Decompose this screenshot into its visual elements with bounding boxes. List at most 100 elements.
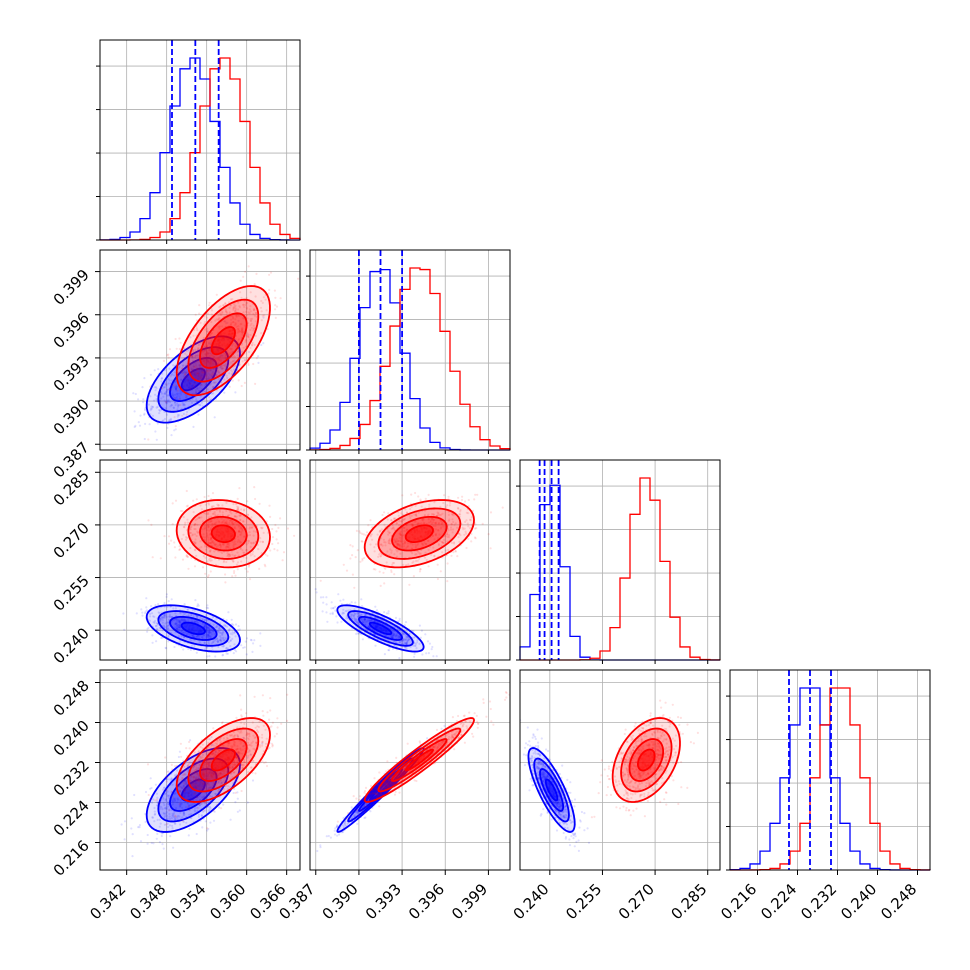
blue-sample-point: [395, 633, 398, 637]
blue-density-fill: [181, 622, 205, 635]
red-sample-point: [210, 559, 213, 562]
red-sample-point: [249, 541, 252, 544]
red-sample-point: [238, 363, 241, 366]
blue-sample-point: [165, 413, 168, 416]
red-sample-point: [196, 523, 199, 526]
red-sample-point: [436, 563, 439, 566]
blue-sample-point: [195, 398, 198, 401]
red-sample-point: [443, 494, 446, 497]
red-sample-point: [239, 518, 242, 521]
red-sample-point: [228, 311, 231, 314]
blue-sample-point: [221, 637, 224, 640]
red-sample-point: [228, 385, 231, 388]
blue-sample-point: [203, 625, 206, 628]
red-sample-point: [236, 354, 239, 357]
red-sample-point: [242, 330, 245, 333]
red-sample-point: [215, 357, 219, 360]
blue-sample-point: [141, 611, 144, 614]
red-sample-point: [206, 312, 210, 315]
red-sample-point: [225, 311, 229, 314]
blue-sample-point: [242, 646, 245, 649]
blue-sample-point: [186, 410, 189, 414]
blue-sample-point: [173, 385, 177, 389]
red-sample-point: [234, 554, 237, 557]
red-sample-point: [173, 416, 176, 419]
red-sample-point: [214, 513, 217, 516]
blue-sample-point: [194, 361, 197, 365]
red-sample-point: [218, 521, 221, 524]
blue-sample-point: [161, 843, 164, 846]
blue-sample-point: [158, 612, 161, 615]
blue-sample-point: [208, 631, 211, 635]
red-sample-point: [222, 304, 225, 307]
blue-sample-point: [183, 370, 186, 373]
red-sample-point: [240, 330, 243, 333]
red-sample-point: [248, 338, 252, 341]
red-sample-point: [210, 506, 213, 509]
blue-sample-point: [122, 612, 125, 615]
red-sample-point: [171, 523, 174, 526]
blue-sample-point: [134, 424, 137, 427]
blue-sample-point: [231, 344, 234, 347]
blue-sample-point: [259, 644, 262, 648]
red-sample-point: [243, 535, 246, 539]
red-sample-point: [242, 346, 245, 349]
red-sample-point: [234, 338, 237, 341]
red-sample-point: [253, 283, 256, 286]
red-sample-point: [196, 329, 199, 332]
red-sample-point: [247, 362, 250, 365]
red-sample-point: [271, 721, 274, 724]
blue-sample-point: [212, 630, 215, 633]
red-sample-point: [206, 560, 209, 563]
blue-sample-point: [201, 826, 204, 829]
red-sample-point: [166, 354, 169, 357]
red-sample-point: [186, 518, 189, 521]
red-sample-point: [240, 343, 243, 346]
blue-sample-point: [155, 438, 158, 441]
red-sample-point: [247, 363, 250, 366]
red-sample-point: [245, 556, 248, 560]
red-sample-point: [206, 512, 209, 516]
blue-sample-point: [209, 369, 212, 372]
red-sample-point: [214, 319, 217, 322]
red-sample-point: [234, 322, 237, 325]
red-sample-point: [180, 537, 183, 541]
blue-sample-point: [404, 642, 407, 645]
blue-sample-point: [406, 640, 409, 644]
blue-sample-point: [204, 623, 207, 626]
red-sample-point: [460, 498, 464, 502]
blue-sample-point: [134, 392, 137, 396]
red-sample-point: [359, 560, 362, 563]
blue-sample-point: [156, 627, 159, 630]
red-sample-point: [475, 527, 478, 530]
blue-sample-point: [167, 640, 170, 643]
red-sample-point: [189, 387, 192, 390]
blue-sample-point: [146, 627, 149, 630]
blue-sample-point: [158, 409, 161, 412]
red-sample-point: [181, 371, 184, 374]
red-sample-point: [227, 546, 230, 549]
red-sample-point: [223, 521, 226, 524]
red-sample-point: [260, 527, 263, 530]
blue-sample-point: [257, 361, 260, 364]
panel-frame: [309, 249, 511, 451]
red-sample-point: [209, 549, 212, 552]
blue-sample-point: [196, 603, 199, 606]
red-sample-point: [194, 365, 197, 368]
blue-sample-point: [169, 417, 173, 420]
blue-sample-point: [175, 386, 178, 389]
red-sample-point: [208, 349, 211, 352]
red-sample-point: [198, 364, 201, 367]
blue-sample-point: [148, 619, 151, 622]
red-sample-point: [252, 534, 255, 537]
red-sample-point: [215, 521, 218, 524]
red-sample-point: [204, 572, 207, 575]
red-sample-point: [231, 520, 234, 523]
red-sample-point: [196, 517, 199, 521]
blue-sample-point: [131, 833, 134, 836]
red-sample-point: [319, 579, 322, 582]
blue-sample-point: [190, 634, 193, 637]
red-sample-point: [372, 568, 375, 571]
red-sample-point: [237, 327, 240, 330]
blue-sample-point: [173, 401, 177, 404]
